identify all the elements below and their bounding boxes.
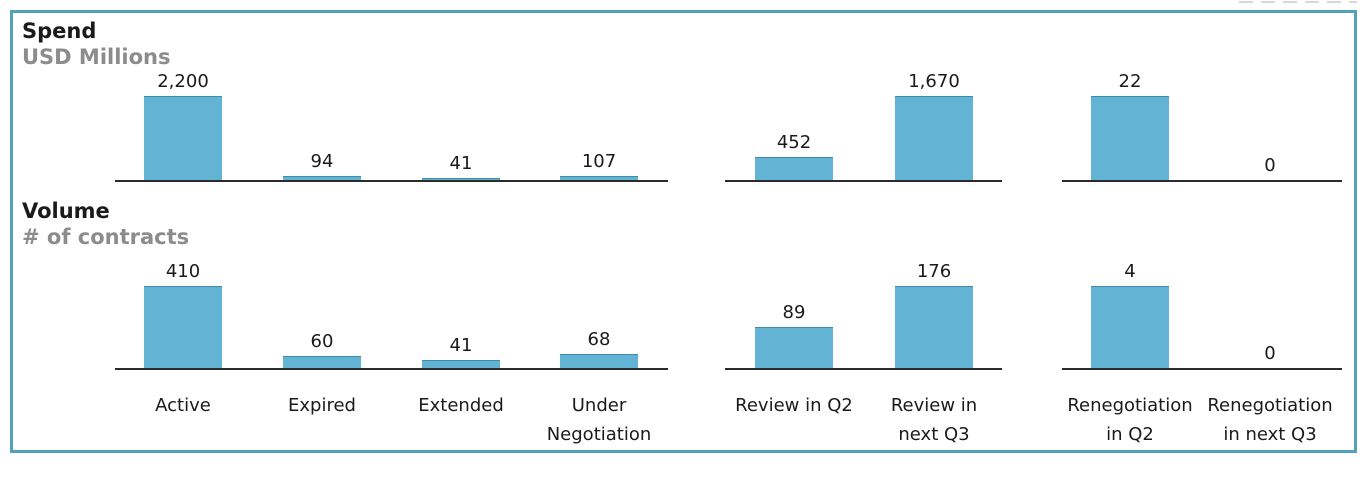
bar-volume-expired[interactable] xyxy=(283,356,361,368)
value-label-volume-active: 410 xyxy=(165,261,201,282)
spend-title: Spend xyxy=(22,19,97,43)
category-label-review-in-q2: Review in Q2 xyxy=(735,395,853,416)
volume-title-block: Volume # of contracts xyxy=(22,198,189,250)
axis-line-spend-group2 xyxy=(725,180,1002,182)
value-label-volume-expired: 60 xyxy=(310,331,334,352)
bar-volume-extended[interactable] xyxy=(422,360,500,368)
value-label-volume-renegotiation-in-next-q3: 0 xyxy=(1264,343,1276,364)
value-label-spend-expired: 94 xyxy=(310,151,334,172)
value-label-volume-review-in-q2: 89 xyxy=(782,302,806,323)
bar-spend-active[interactable] xyxy=(144,96,222,180)
chart-panel-border xyxy=(10,10,1357,453)
category-label-expired: Expired xyxy=(288,395,356,416)
category-label-under-negotiation: Under Negotiation xyxy=(546,395,652,445)
bar-spend-renegotiation-in-q2[interactable] xyxy=(1091,96,1169,180)
axis-line-volume-group1 xyxy=(115,368,668,370)
category-label-review-in-next-q3: Review in next Q3 xyxy=(890,395,978,445)
category-label-extended: Extended xyxy=(418,395,504,416)
value-label-spend-renegotiation-in-q2: 22 xyxy=(1118,71,1142,92)
volume-title: Volume xyxy=(22,199,110,223)
value-label-spend-under-negotiation: 107 xyxy=(581,151,617,172)
value-label-spend-extended: 41 xyxy=(449,153,473,174)
value-label-volume-under-negotiation: 68 xyxy=(587,329,611,350)
value-label-spend-active: 2,200 xyxy=(157,71,209,92)
spend-title-block: Spend USD Millions xyxy=(22,18,171,70)
value-label-spend-review-in-q2: 452 xyxy=(776,132,812,153)
value-label-volume-renegotiation-in-q2: 4 xyxy=(1124,261,1136,282)
axis-line-spend-group3 xyxy=(1062,180,1342,182)
value-label-volume-review-in-next-q3: 176 xyxy=(916,261,952,282)
value-label-volume-extended: 41 xyxy=(449,335,473,356)
volume-unit-subtitle: # of contracts xyxy=(22,225,190,249)
bar-spend-review-in-q2[interactable] xyxy=(755,157,833,180)
axis-line-volume-group2 xyxy=(725,368,1002,370)
axis-line-spend-group1 xyxy=(115,180,668,182)
value-label-spend-review-in-next-q3: 1,670 xyxy=(908,71,960,92)
bar-spend-review-in-next-q3[interactable] xyxy=(895,96,973,180)
bar-volume-under-negotiation[interactable] xyxy=(560,354,638,368)
value-label-spend-renegotiation-in-next-q3: 0 xyxy=(1264,155,1276,176)
bar-spend-expired[interactable] xyxy=(283,176,361,180)
bar-volume-active[interactable] xyxy=(144,286,222,368)
category-label-renegotiation-in-next-q3: Renegotiation in next Q3 xyxy=(1207,395,1333,445)
bar-spend-extended[interactable] xyxy=(422,178,500,180)
spend-unit-subtitle: USD Millions xyxy=(22,45,171,69)
bar-volume-review-in-next-q3[interactable] xyxy=(895,286,973,368)
bar-spend-under-negotiation[interactable] xyxy=(560,176,638,180)
bar-volume-review-in-q2[interactable] xyxy=(755,327,833,368)
bar-volume-renegotiation-in-q2[interactable] xyxy=(1091,286,1169,368)
axis-line-volume-group3 xyxy=(1062,368,1342,370)
clipped-text-fragment xyxy=(1239,1,1357,3)
category-label-active: Active xyxy=(155,395,211,416)
category-label-renegotiation-in-q2: Renegotiation in Q2 xyxy=(1067,395,1193,445)
